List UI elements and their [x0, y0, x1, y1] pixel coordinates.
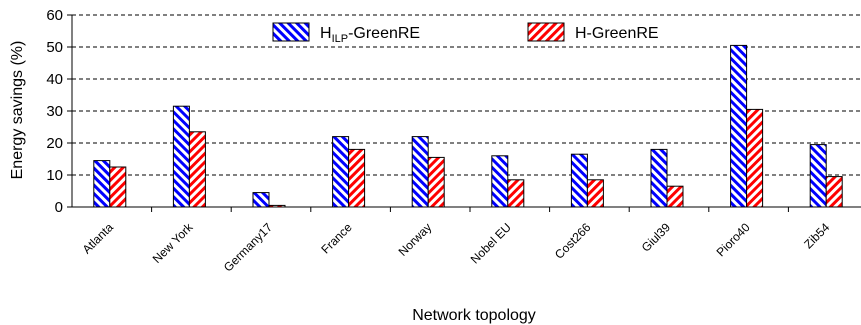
- x-tick-label: France: [318, 220, 355, 257]
- bar-h-greenre: [666, 185, 684, 208]
- legend: HILP-GreenRE H-GreenRE: [272, 22, 659, 45]
- y-axis: 0 10 20 30 40 50 60: [46, 7, 73, 216]
- legend-swatch-h: [527, 22, 565, 42]
- bar-h-greenre: [109, 166, 127, 208]
- bar-hilp-greenre: [809, 144, 827, 208]
- legend-label-hilp: HILP-GreenRE: [320, 25, 420, 45]
- y-tick-label: 10: [46, 167, 63, 184]
- bar-hilp-greenre: [730, 44, 748, 208]
- x-tick-label: Cost266: [552, 220, 594, 262]
- legend-label-h: H-GreenRE: [575, 25, 659, 42]
- y-tick-label: 0: [55, 199, 63, 216]
- bar-hilp-greenre: [332, 136, 350, 208]
- x-tick-label: Giul39: [639, 220, 674, 255]
- bar-hilp-greenre: [93, 160, 111, 208]
- bar-hilp-greenre: [411, 136, 429, 208]
- x-tick-label: Pioro40: [714, 220, 753, 259]
- bar-hilp-greenre: [491, 155, 509, 208]
- legend-item-h: H-GreenRE: [527, 22, 659, 42]
- bar-h-greenre: [188, 131, 206, 208]
- legend-item-hilp: HILP-GreenRE: [272, 22, 420, 45]
- y-axis-title: Energy savings (%): [9, 41, 26, 180]
- bar-h-greenre: [507, 179, 525, 208]
- x-tick-label: Germany17: [221, 220, 275, 274]
- bar-hilp-greenre: [172, 105, 190, 208]
- bar-h-greenre: [348, 148, 366, 208]
- x-tick-label: Nobel EU: [468, 220, 514, 266]
- x-axis: Atlanta New York Germany17 France Norway Nobe…: [72, 206, 861, 274]
- bar-h-greenre: [586, 179, 604, 208]
- bar-hilp-greenre: [252, 192, 270, 208]
- bar-h-greenre: [746, 108, 764, 208]
- bar-hilp-greenre: [650, 148, 668, 208]
- x-tick-label: Zib54: [801, 220, 832, 251]
- y-tick-label: 20: [46, 135, 63, 152]
- bars: [93, 44, 843, 208]
- x-tick-label: New York: [150, 220, 196, 266]
- y-tick-label: 40: [46, 71, 63, 88]
- x-axis-title: Network topology: [412, 307, 536, 324]
- x-tick-label: Atlanta: [80, 220, 117, 257]
- bar-h-greenre: [427, 156, 445, 208]
- y-tick-label: 30: [46, 103, 63, 120]
- x-tick-label: Norway: [396, 220, 435, 259]
- bar-h-greenre: [825, 176, 843, 208]
- y-tick-label: 60: [46, 7, 63, 24]
- y-tick-label: 50: [46, 39, 63, 56]
- legend-swatch-hilp: [272, 22, 310, 42]
- bar-hilp-greenre: [570, 153, 588, 208]
